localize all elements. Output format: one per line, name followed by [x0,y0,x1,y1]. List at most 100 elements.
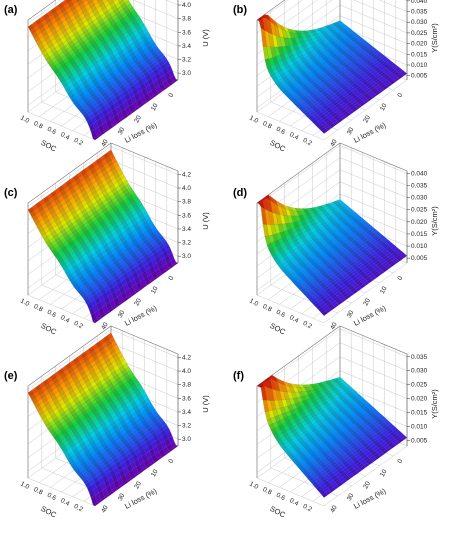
surface-cell [54,228,61,235]
surface-cell [71,0,73,1]
x-tick-label: 0.2 [302,320,314,331]
surface-cell [373,242,380,247]
surface-cell [39,209,46,216]
surface-cell [35,404,42,412]
surface-cell [274,239,281,247]
panel-label: (f) [233,370,244,382]
z-tick-label: 3.8 [182,16,191,23]
z-tick-label: 0.040 [411,0,428,5]
surface-cell [344,389,351,394]
surface-cell [364,263,371,269]
surface-cell [135,76,142,83]
surface-cell [271,18,279,28]
x-tick-label: 0.8 [261,120,273,131]
surface-cell [287,51,294,58]
surface-cell [143,421,150,428]
surface-cell [43,389,50,397]
surface-cell [352,289,359,295]
x-axis-label: SOC [268,321,287,337]
surface-cell [112,0,117,2]
surface-cell [54,411,61,418]
z-tick-label: 4.2 [182,354,191,361]
surface-cell [139,461,146,470]
x-tick-label: 0.2 [73,137,85,148]
surface-cell [270,378,277,391]
surface-cell [375,412,382,418]
panel-d: 0.040 0.035 0.030 0.025 0.020 0.015 0.010 0.005… [229,142,459,366]
surface-cell [370,457,377,463]
surface-cell [287,414,294,421]
x-tick-label: 0.8 [261,303,273,314]
surface-cell [290,392,298,399]
surface [256,14,408,134]
surface-cell [366,78,373,83]
surface-cell [363,47,370,53]
surface-cell [282,431,289,437]
surface-cell [272,389,279,401]
z-tick-label: 3.6 [182,29,191,36]
z-tick-label: 3.2 [182,57,191,64]
surface-cell [290,383,297,388]
surface-cell [170,258,177,266]
surface-cell [364,444,371,450]
surface-cell [130,109,137,113]
surface-cell [128,73,135,80]
surface-cell [389,68,396,73]
surface-cell [106,22,113,29]
surface-cell [150,225,157,232]
surface-cell [389,79,396,85]
x-axis-label: SOC [39,504,58,520]
surface-cell [138,223,145,231]
surface-cell [379,416,386,421]
surface-cell [313,302,321,308]
surface-cell [143,55,150,62]
surface-cell [283,230,290,237]
surface-cell [158,252,165,261]
surface-cell [293,53,300,60]
surface-cell [383,244,390,250]
surface-cell [61,71,68,78]
z-tick-label: 0.020 [411,41,428,48]
surface-cell [315,103,322,109]
surface-cell [310,117,317,122]
surface-cell [277,399,284,409]
z-tick-label: 0.035 [411,9,428,16]
surface-cell [363,449,370,455]
surface-cell [262,46,269,60]
surface-cell [146,426,154,432]
surface-cell [362,430,369,435]
surface-cell [88,489,95,499]
surface-cell [54,45,61,52]
surface-cell [385,440,392,445]
surface-cell [158,60,165,67]
surface-cell [397,438,404,444]
surface-cell [60,382,67,390]
surface-cell [136,384,143,391]
z-tick-label: 0.005 [411,437,428,444]
surface-cell [270,46,277,58]
surface-cell [325,119,332,125]
x-tick-label: 1.0 [248,297,260,308]
surface-cell [149,95,156,100]
surface-cell [60,46,67,53]
surface-cell [378,76,385,81]
z-tick-label: 3.6 [182,395,191,402]
surface-cell [387,435,394,441]
surface-cell [27,206,34,214]
z-tick-label: 3.6 [182,212,191,219]
surface-cell [399,252,406,257]
surface-cell [321,128,328,134]
z-tick-label: 0.005 [411,255,428,262]
y-tick-label: 10 [379,102,389,112]
surface-cell [382,449,389,455]
surface-cell [357,81,364,87]
surface-cell [285,65,292,72]
surface-cell [359,101,366,107]
surface-cell [39,392,46,399]
surface-cell [280,251,287,257]
surface-cell [281,236,288,243]
z-tick-label: 0.010 [411,243,428,250]
surface-cell [319,308,326,314]
surface-cell [274,62,281,69]
surface-cell [152,60,159,67]
